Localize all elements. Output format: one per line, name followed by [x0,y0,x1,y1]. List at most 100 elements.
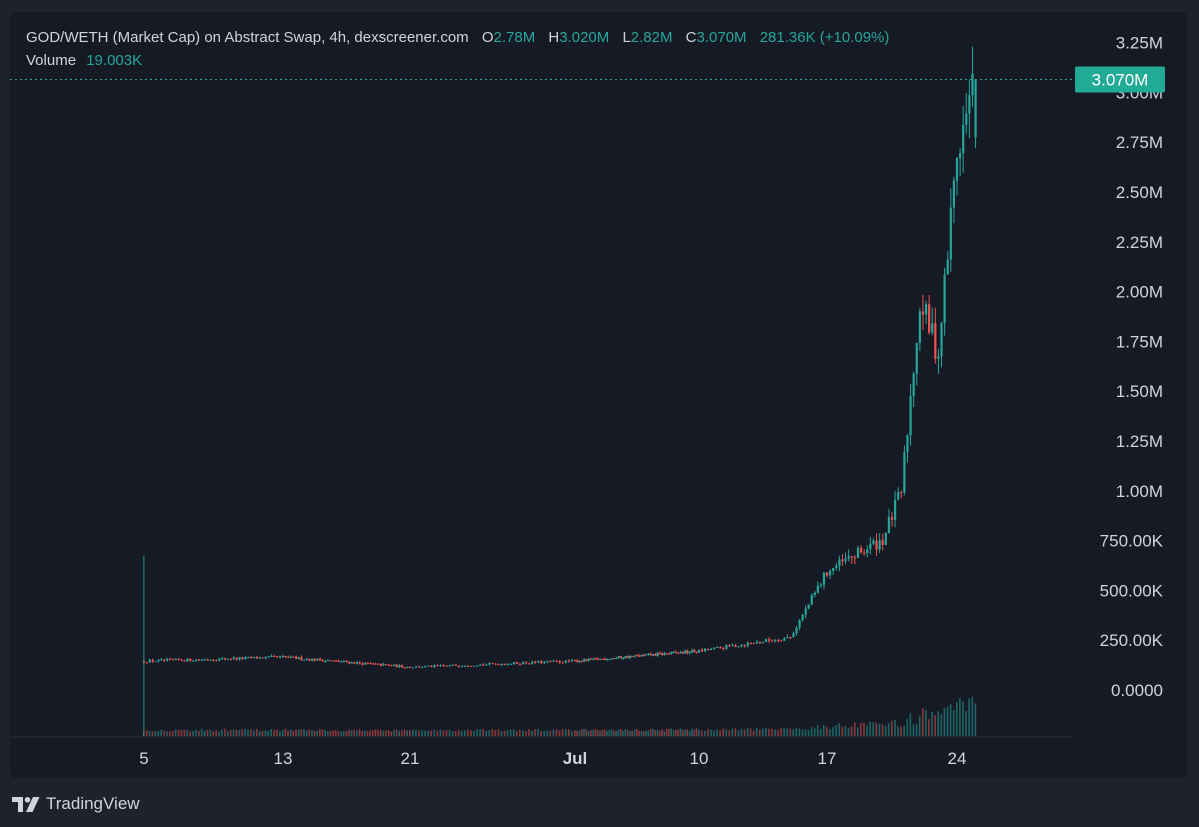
candle-body [353,662,356,664]
candle-body [640,654,643,657]
candle-body [221,658,224,660]
candle-body [281,656,285,658]
volume-bar [177,729,180,736]
candle-body [303,659,306,661]
candle-body [308,658,311,661]
tradingview-branding[interactable]: TradingView [12,792,140,816]
volume-bar [348,729,350,736]
volume-bar [633,729,636,736]
volume-bar [881,724,884,736]
volume-bar [497,729,500,736]
volume-bar [596,730,599,736]
candle-body [318,658,322,661]
volume-bar [479,729,481,736]
candle-body [710,648,713,650]
volume-bar [903,726,905,736]
candle-body [697,649,701,653]
volume-bar [647,730,650,736]
candle-body [463,665,467,667]
candle-body [549,661,552,663]
volume-bar [506,730,509,736]
candle-body [878,540,881,550]
volume-bar [681,729,684,736]
candle-body [668,653,671,655]
candle-body [408,666,412,668]
volume-bar [578,730,581,736]
candle-body [758,641,762,643]
volume-bar [631,730,634,736]
candle-body [606,659,609,661]
candle-body [433,665,436,667]
volume-bar [369,730,371,736]
candle-body [585,659,588,661]
volume-bar [693,730,696,736]
candle-body [968,95,971,114]
candle-body [418,666,421,668]
volume-bar [606,731,608,736]
volume-bar [619,729,622,736]
candle-body [163,659,166,661]
volume-bar [915,724,918,736]
candle-body [311,658,314,661]
candle-body [348,662,351,664]
candle-body [777,640,780,642]
candle-body [415,666,418,668]
candle-body [235,657,238,660]
volume-bar [356,730,358,736]
volume-bar [284,728,287,736]
ohlc-low-value: 2.82M [630,29,673,46]
volume-bar [617,729,620,736]
volume-bar [454,730,457,736]
volume-bar [482,729,484,736]
volume-bar [174,729,177,736]
candle-body [875,540,878,550]
volume-bar [722,728,724,736]
candle-body [937,356,940,359]
volume-bar [710,729,712,736]
candle-body [859,547,863,553]
candle-body [267,656,270,658]
candle-body [832,567,835,571]
y-axis-tick-label: 1.50M [1116,382,1163,401]
candle-body [810,595,813,605]
candle-body [703,648,707,652]
volume-bar [512,729,515,736]
candle-body [619,656,623,659]
volume-bar [774,729,776,736]
candle-body [226,659,230,661]
volume-bar [334,730,337,736]
candle-body [340,661,343,663]
y-axis-tick-label: 3.25M [1116,34,1163,53]
candle-body [345,660,348,663]
candle-body [177,658,180,660]
candlestick-chart[interactable]: 3.25M3.00M2.75M2.50M2.25M2.00M1.75M1.50M… [10,12,1187,778]
volume-bar [350,730,353,736]
volume-bar [949,703,952,736]
volume-bar [270,729,273,736]
y-axis-tick-label: 2.50M [1116,183,1163,202]
volume-bar [345,730,348,736]
candle-body [203,659,206,661]
candle-body [476,665,479,667]
candle-body [552,660,555,662]
volume-bar [433,729,436,736]
candle-body [561,662,564,664]
candle-body [238,657,241,660]
volume-bar [395,729,398,736]
candle-body [324,660,327,662]
volume-bar [707,728,709,736]
candle-body [872,540,875,544]
volume-bar [267,731,270,736]
candle-body [518,663,522,665]
volume-bar [725,729,728,736]
candle-body [316,658,319,661]
candle-body [393,664,396,666]
candle-body [693,650,696,652]
volume-bar [636,728,638,736]
volume-bar [189,731,191,736]
volume-bar [387,730,390,736]
y-axis-tick-label: 2.25M [1116,233,1163,252]
volume-bar [324,729,326,736]
ohlc-close-value: 3.070M [696,29,747,46]
volume-bar [215,730,217,736]
